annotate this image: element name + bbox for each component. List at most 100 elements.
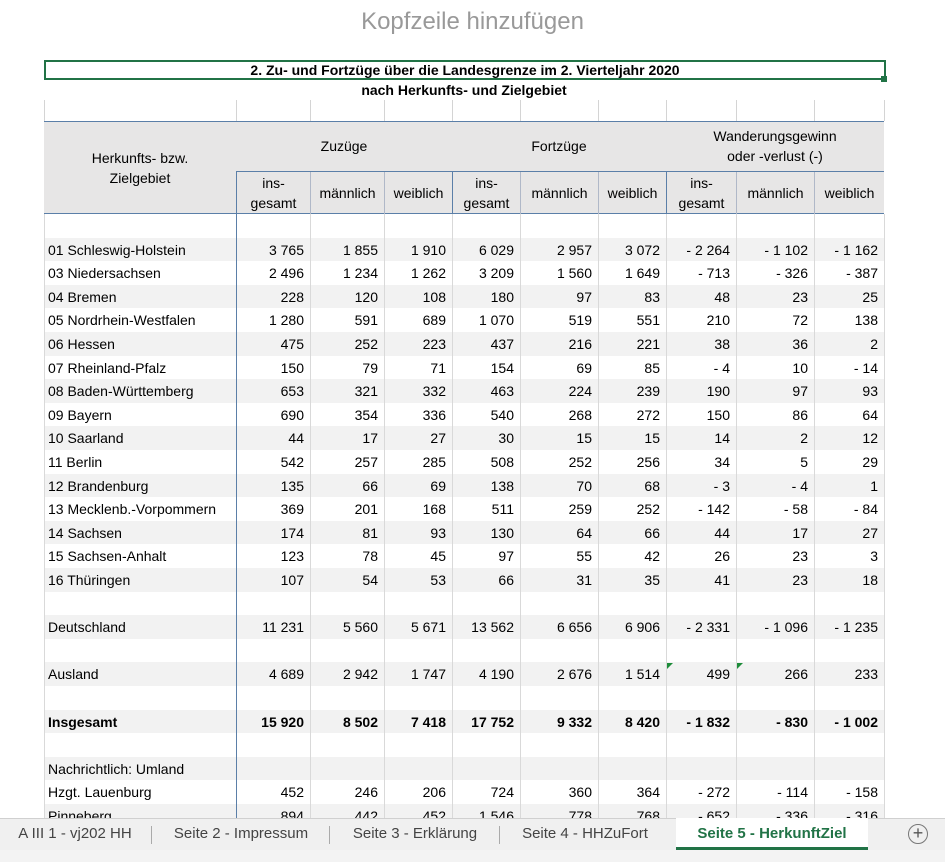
gridline: [236, 497, 237, 521]
row-bg: [44, 237, 884, 262]
gridline: [736, 733, 737, 757]
cell-value: 13 562: [471, 619, 514, 636]
gridline: [736, 237, 737, 262]
gridline: [598, 615, 599, 639]
gridline: [452, 756, 453, 781]
cell-value: 29: [862, 454, 878, 470]
cell-value: 108: [422, 288, 446, 305]
cell-value: 15 920: [261, 713, 304, 730]
cell-value: 55: [576, 548, 592, 565]
gridline: [814, 568, 815, 592]
gridline: [814, 402, 815, 427]
gridline: [384, 544, 385, 568]
active-sheet-tab[interactable]: Seite 5 - HerkunftZiel: [676, 818, 868, 850]
cell-value: 4 689: [268, 666, 304, 683]
gridline: [452, 473, 453, 498]
cell-value: - 272: [698, 784, 730, 801]
cell-value: 5: [800, 454, 808, 470]
cell-value: - 326: [776, 265, 808, 282]
sheet-tab[interactable]: Seite 3 - Erklärung: [352, 825, 478, 842]
cell-value: - 336: [776, 808, 808, 818]
gridline: [736, 804, 737, 818]
row-label: Hzgt. Lauenburg: [48, 784, 152, 801]
gridline: [384, 568, 385, 592]
row-label: 05 Nordrhein-Westfalen: [48, 312, 196, 329]
row-bg: [44, 756, 884, 781]
cell-value: 150: [706, 406, 730, 423]
cell-value: 1 262: [410, 265, 446, 282]
cell-value: 190: [706, 383, 730, 400]
gridline: [884, 780, 885, 804]
cell-value: 70: [576, 477, 592, 494]
cell-value: 508: [490, 454, 514, 470]
cell-value: 15: [644, 430, 660, 447]
gridline: [452, 544, 453, 568]
cell-value: 2: [870, 336, 878, 352]
add-sheet-button[interactable]: +: [908, 824, 928, 844]
gridline: [520, 379, 521, 403]
cell-value: 17 752: [471, 713, 514, 730]
gridline: [598, 100, 599, 121]
row-header: Herkunfts- bzw. Zielgebiet: [91, 149, 189, 186]
cell-value: 26: [714, 548, 730, 565]
table-title: 2. Zu- und Fortzüge über die Landesgrenz…: [44, 60, 886, 80]
gridline: [736, 100, 737, 121]
gridline: [310, 780, 311, 804]
gridline: [310, 568, 311, 592]
sheet-tab[interactable]: Seite 2 - Impressum: [173, 825, 309, 842]
gridline: [884, 568, 885, 592]
gridline: [44, 520, 45, 545]
gridline: [384, 615, 385, 639]
gridline: [598, 497, 599, 521]
gridline: [452, 591, 453, 616]
cell-value: 1: [870, 477, 878, 494]
gridline: [310, 804, 311, 818]
cell-value: 54: [362, 572, 378, 588]
gridline: [666, 497, 667, 521]
gridline: [310, 332, 311, 356]
cell-value: 2 496: [268, 265, 304, 282]
gridline: [736, 756, 737, 781]
gridline: [44, 426, 45, 450]
gridline: [384, 450, 385, 474]
cell-value: - 142: [698, 501, 730, 518]
cell-value: 210: [706, 312, 730, 329]
cell-value: 93: [862, 383, 878, 400]
gridline: [520, 709, 521, 734]
cell-value: 768: [636, 808, 660, 818]
gridline: [384, 662, 385, 686]
gridline: [44, 568, 45, 592]
gridline: [666, 615, 667, 639]
column-header: weiblich: [598, 172, 666, 214]
cell-value: 9 332: [556, 713, 592, 730]
cell-value: 223: [422, 336, 446, 352]
cell-value: 6 656: [556, 619, 592, 636]
gridline: [884, 804, 885, 818]
gridline: [452, 733, 453, 757]
gridline: [598, 332, 599, 356]
gridline: [520, 544, 521, 568]
header-placeholder[interactable]: Kopfzeile hinzufügen: [361, 8, 584, 35]
cell-value: 48: [714, 288, 730, 305]
cell-value: - 652: [698, 808, 730, 818]
cell-value: 168: [422, 501, 446, 518]
cell-value: 12: [862, 430, 878, 447]
sheet-tab[interactable]: Seite 4 - HHZuFort: [522, 825, 648, 842]
gridline: [884, 450, 885, 474]
gridline: [44, 709, 45, 734]
gridline: [44, 497, 45, 521]
gridline: [884, 662, 885, 686]
column-header: weiblich: [814, 172, 884, 214]
sheet-tab[interactable]: A III 1 - vj202 HH: [18, 825, 132, 842]
gridline: [384, 638, 385, 663]
cell-value: 4 190: [478, 666, 514, 683]
gridline: [598, 520, 599, 545]
cell-value: - 3: [713, 477, 730, 494]
cell-value: - 2 331: [686, 619, 730, 636]
gridline: [814, 615, 815, 639]
cell-value: 1 280: [268, 312, 304, 329]
cell-value: 321: [354, 383, 378, 400]
gridline: [736, 520, 737, 545]
gridline: [736, 686, 737, 710]
cell-value: 14: [714, 430, 730, 447]
